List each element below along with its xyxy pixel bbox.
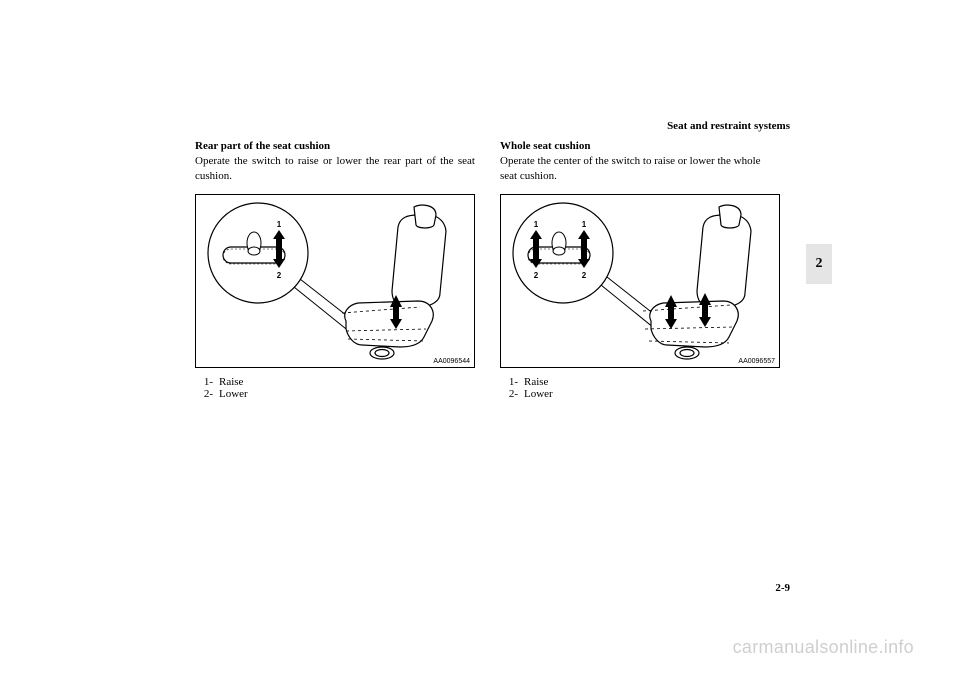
- legend-row: 2- Lower: [500, 388, 780, 400]
- legend-row: 1- Raise: [195, 376, 475, 388]
- legend-text: Raise: [219, 376, 243, 388]
- legend-text: Lower: [524, 388, 553, 400]
- right-figure: 1 2 1 2: [500, 194, 780, 368]
- arrow-label-bottom: 2: [582, 271, 587, 280]
- legend-num: 1-: [500, 376, 518, 388]
- legend-row: 2- Lower: [195, 388, 475, 400]
- arrow-label-bottom: 2: [277, 271, 282, 280]
- legend-num: 1-: [195, 376, 213, 388]
- right-subtitle: Whole seat cushion: [500, 140, 780, 152]
- right-legend: 1- Raise 2- Lower: [500, 376, 780, 400]
- seat-diagram-rear-icon: 1 2: [196, 195, 474, 367]
- arrow-label-bottom: 2: [534, 271, 539, 280]
- chapter-tab: 2: [806, 244, 832, 284]
- left-legend: 1- Raise 2- Lower: [195, 376, 475, 400]
- seat-icon: [643, 205, 751, 359]
- left-subtitle: Rear part of the seat cushion: [195, 140, 475, 152]
- legend-num: 2-: [500, 388, 518, 400]
- legend-text: Raise: [524, 376, 548, 388]
- page-number: 2-9: [775, 582, 790, 594]
- right-column: Whole seat cushion Operate the center of…: [500, 140, 780, 400]
- left-column: Rear part of the seat cushion Operate th…: [195, 140, 475, 400]
- manual-page: Seat and restraint systems 2 Rear part o…: [0, 0, 960, 678]
- left-figure-id: AA0096544: [433, 358, 470, 365]
- watermark: carmanualsonline.info: [733, 637, 914, 658]
- arrow-label-top: 1: [582, 220, 587, 229]
- arrow-label-top: 1: [534, 220, 539, 229]
- section-header: Seat and restraint systems: [667, 120, 790, 132]
- seat-icon: [342, 205, 446, 359]
- left-figure: 1 2: [195, 194, 475, 368]
- right-body-text: Operate the center of the switch to rais…: [500, 154, 780, 184]
- left-body-text: Operate the switch to raise or lower the…: [195, 154, 475, 184]
- arrow-label-top: 1: [277, 220, 282, 229]
- right-figure-id: AA0096557: [738, 358, 775, 365]
- seat-diagram-whole-icon: 1 2 1 2: [501, 195, 779, 367]
- legend-num: 2-: [195, 388, 213, 400]
- legend-row: 1- Raise: [500, 376, 780, 388]
- legend-text: Lower: [219, 388, 248, 400]
- chapter-number: 2: [816, 256, 823, 272]
